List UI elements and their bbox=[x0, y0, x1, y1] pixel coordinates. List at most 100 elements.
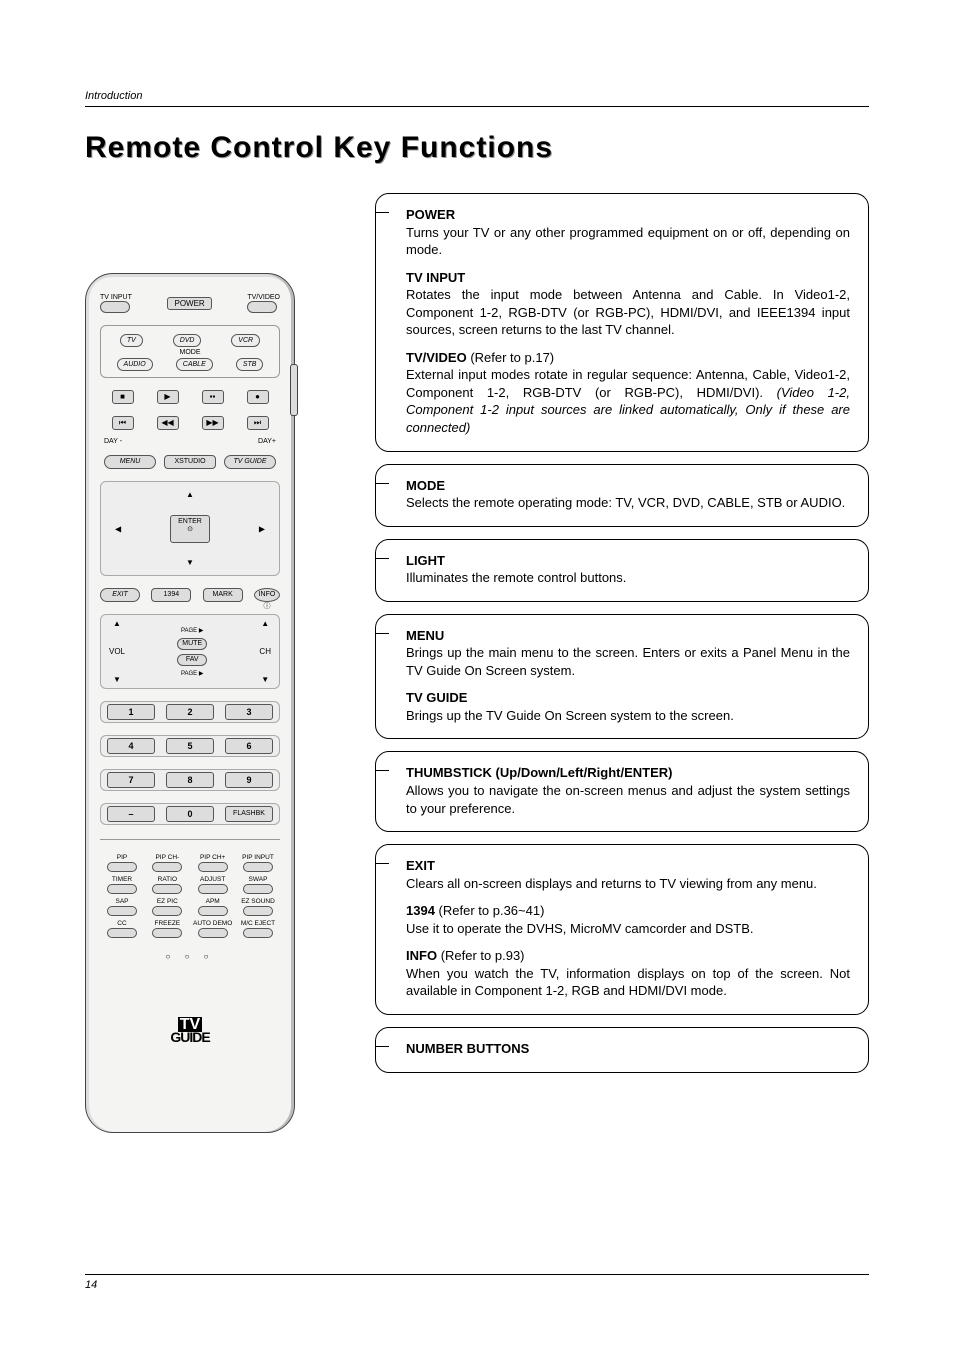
sap-button[interactable] bbox=[107, 906, 137, 916]
day-labels: DAY - DAY+ bbox=[104, 438, 276, 445]
mode-dvd-button[interactable]: DVD bbox=[173, 334, 202, 347]
num-5[interactable]: 5 bbox=[166, 738, 214, 754]
mceject-button[interactable] bbox=[243, 928, 273, 938]
skip-fwd-button[interactable]: ⏭ bbox=[247, 416, 269, 430]
tv-input-button[interactable] bbox=[100, 301, 130, 313]
adjust-button[interactable] bbox=[198, 884, 228, 894]
cc-button[interactable] bbox=[107, 928, 137, 938]
ezsound-label: EZ SOUND bbox=[238, 898, 278, 905]
play-button[interactable]: ▶ bbox=[157, 390, 179, 404]
num-4[interactable]: 4 bbox=[107, 738, 155, 754]
pipch-minus-button[interactable] bbox=[152, 862, 182, 872]
mute-fav-col: PAGE ▶ MUTE FAV PAGE ▶ bbox=[177, 627, 207, 677]
mute-button[interactable]: MUTE bbox=[177, 638, 207, 650]
vol-down[interactable]: ▼ bbox=[113, 675, 121, 684]
num-dash[interactable]: – bbox=[107, 806, 155, 822]
vol-label: VOL bbox=[109, 647, 125, 656]
vol-col: ▲ VOL ▼ bbox=[109, 619, 125, 684]
ezsound-button[interactable] bbox=[243, 906, 273, 916]
desc-heading: 1394 bbox=[406, 903, 435, 918]
tv-video-label: TV/VIDEO bbox=[247, 294, 280, 301]
pip-button[interactable] bbox=[107, 862, 137, 872]
dpad-right[interactable]: ▶ bbox=[259, 524, 265, 533]
apm-button[interactable] bbox=[198, 906, 228, 916]
dpad-down[interactable]: ▼ bbox=[186, 558, 194, 567]
ch-col: ▲ CH ▼ bbox=[259, 619, 271, 684]
num-0[interactable]: 0 bbox=[166, 806, 214, 822]
desc-heading: LIGHT bbox=[406, 553, 445, 568]
rec-button[interactable]: ● bbox=[247, 390, 269, 404]
ezpic-button[interactable] bbox=[152, 906, 182, 916]
num-row-2: 4 5 6 bbox=[100, 735, 280, 757]
pause-button[interactable]: ▪▪ bbox=[202, 390, 224, 404]
remote: TV INPUT POWER TV/VIDEO TV DVD VCR MODE … bbox=[85, 273, 295, 1133]
ratio-button[interactable] bbox=[152, 884, 182, 894]
desc-heading: THUMBSTICK (Up/Down/Left/Right/ENTER) bbox=[406, 765, 672, 780]
mark-button[interactable]: MARK bbox=[203, 588, 243, 602]
vol-up[interactable]: ▲ bbox=[113, 619, 121, 628]
freeze-button[interactable] bbox=[152, 928, 182, 938]
info-button[interactable]: INFO ⓘ bbox=[254, 588, 280, 602]
desc-item: POWERTurns your TV or any other programm… bbox=[406, 206, 850, 259]
page-label-bot: PAGE ▶ bbox=[181, 670, 204, 677]
desc-heading: MODE bbox=[406, 478, 445, 493]
pipch-minus-label: PIP CH- bbox=[147, 854, 187, 861]
mode-vcr-button[interactable]: VCR bbox=[231, 334, 260, 347]
mode-cable-button[interactable]: CABLE bbox=[176, 358, 213, 371]
desc-box-3: MENUBrings up the main menu to the scree… bbox=[375, 614, 869, 740]
num-9[interactable]: 9 bbox=[225, 772, 273, 788]
ratio-label: RATIO bbox=[147, 876, 187, 883]
mode-audio-button[interactable]: AUDIO bbox=[117, 358, 153, 371]
exit-button[interactable]: EXIT bbox=[100, 588, 140, 602]
desc-box-2: LIGHTIlluminates the remote control butt… bbox=[375, 539, 869, 602]
power-button[interactable]: POWER bbox=[167, 297, 211, 310]
num-2[interactable]: 2 bbox=[166, 704, 214, 720]
desc-ital: (Video 1-2, Component 1-2 input sources … bbox=[406, 385, 850, 435]
desc-item: TV INPUTRotates the input mode between A… bbox=[406, 269, 850, 339]
dpad-left[interactable]: ◀ bbox=[115, 524, 121, 533]
num-8[interactable]: 8 bbox=[166, 772, 214, 788]
desc-box-1: MODESelects the remote operating mode: T… bbox=[375, 464, 869, 527]
descriptions: POWERTurns your TV or any other programm… bbox=[375, 193, 869, 1133]
swap-label: SWAP bbox=[238, 876, 278, 883]
enter-button[interactable]: ENTER⊙ bbox=[170, 515, 210, 543]
swap-button[interactable] bbox=[243, 884, 273, 894]
timer-label: TIMER bbox=[102, 876, 142, 883]
tv-video-button[interactable] bbox=[247, 301, 277, 313]
num-row-4: – 0 FLASHBK bbox=[100, 803, 280, 825]
ff-button[interactable]: ▶▶ bbox=[202, 416, 224, 430]
skip-back-button[interactable]: ⏮ bbox=[112, 416, 134, 430]
rewind-button[interactable]: ◀◀ bbox=[157, 416, 179, 430]
flashbk-button[interactable]: FLASHBK bbox=[225, 806, 273, 822]
ch-down[interactable]: ▼ bbox=[261, 675, 269, 684]
desc-heading: TV GUIDE bbox=[406, 690, 467, 705]
exit-row: EXIT 1394 MARK INFO ⓘ bbox=[100, 588, 280, 602]
desc-ref: (Refer to p.36~41) bbox=[439, 903, 545, 918]
transport-row-2: ⏮ ◀◀ ▶▶ ⏭ bbox=[100, 416, 280, 430]
dpad-up[interactable]: ▲ bbox=[186, 490, 194, 499]
fav-button[interactable]: FAV bbox=[177, 654, 207, 666]
pipch-plus-button[interactable] bbox=[198, 862, 228, 872]
num-6[interactable]: 6 bbox=[225, 738, 273, 754]
freeze-label: FREEZE bbox=[147, 920, 187, 927]
num-7[interactable]: 7 bbox=[107, 772, 155, 788]
autodemo-button[interactable] bbox=[198, 928, 228, 938]
mode-tv-button[interactable]: TV bbox=[120, 334, 143, 347]
xstudio-button[interactable]: XSTUDIO bbox=[164, 455, 216, 469]
mode-stb-button[interactable]: STB bbox=[236, 358, 264, 371]
ch-up[interactable]: ▲ bbox=[261, 619, 269, 628]
page-title: Remote Control Key Functions bbox=[85, 131, 869, 165]
ezpic-label: EZ PIC bbox=[147, 898, 187, 905]
1394-button[interactable]: 1394 bbox=[151, 588, 191, 602]
tvguide-button[interactable]: TV GUIDE bbox=[224, 455, 276, 469]
num-1[interactable]: 1 bbox=[107, 704, 155, 720]
footer: 14 bbox=[85, 1274, 869, 1291]
stop-button[interactable]: ■ bbox=[112, 390, 134, 404]
timer-button[interactable] bbox=[107, 884, 137, 894]
desc-heading: TV INPUT bbox=[406, 270, 465, 285]
desc-heading: MENU bbox=[406, 628, 444, 643]
num-3[interactable]: 3 bbox=[225, 704, 273, 720]
desc-box-0: POWERTurns your TV or any other programm… bbox=[375, 193, 869, 452]
pip-input-button[interactable] bbox=[243, 862, 273, 872]
menu-button[interactable]: MENU bbox=[104, 455, 156, 469]
